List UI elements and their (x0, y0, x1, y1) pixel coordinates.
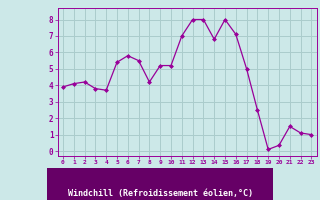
Text: Windchill (Refroidissement éolien,°C): Windchill (Refroidissement éolien,°C) (68, 189, 252, 198)
